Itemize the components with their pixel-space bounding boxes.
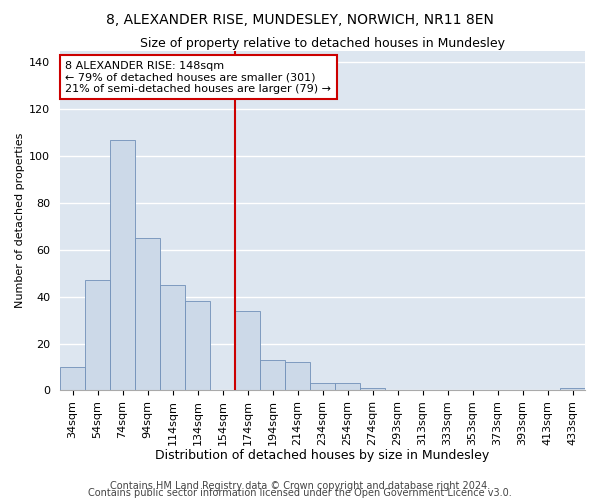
Text: Contains public sector information licensed under the Open Government Licence v3: Contains public sector information licen…: [88, 488, 512, 498]
Bar: [360, 388, 385, 390]
Bar: [110, 140, 135, 390]
Text: 8, ALEXANDER RISE, MUNDESLEY, NORWICH, NR11 8EN: 8, ALEXANDER RISE, MUNDESLEY, NORWICH, N…: [106, 12, 494, 26]
Bar: [235, 311, 260, 390]
Bar: [85, 280, 110, 390]
Text: Contains HM Land Registry data © Crown copyright and database right 2024.: Contains HM Land Registry data © Crown c…: [110, 481, 490, 491]
Title: Size of property relative to detached houses in Mundesley: Size of property relative to detached ho…: [140, 38, 505, 51]
Bar: [560, 388, 585, 390]
Text: 8 ALEXANDER RISE: 148sqm
← 79% of detached houses are smaller (301)
21% of semi-: 8 ALEXANDER RISE: 148sqm ← 79% of detach…: [65, 60, 331, 94]
X-axis label: Distribution of detached houses by size in Mundesley: Distribution of detached houses by size …: [155, 450, 490, 462]
Bar: [310, 384, 335, 390]
Bar: [60, 367, 85, 390]
Bar: [260, 360, 285, 390]
Y-axis label: Number of detached properties: Number of detached properties: [15, 133, 25, 308]
Bar: [185, 302, 210, 390]
Bar: [135, 238, 160, 390]
Bar: [285, 362, 310, 390]
Bar: [160, 285, 185, 391]
Bar: [335, 384, 360, 390]
